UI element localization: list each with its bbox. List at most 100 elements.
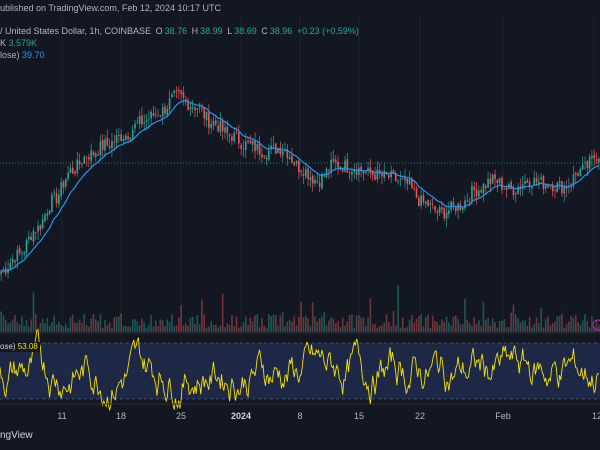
volume-bar xyxy=(570,316,572,332)
rsi-line xyxy=(0,329,600,411)
candle-body xyxy=(586,161,589,168)
volume-bar xyxy=(471,325,473,332)
candle-body xyxy=(475,189,478,197)
open-label: O xyxy=(155,26,163,36)
volume-bar xyxy=(358,315,360,332)
time-tick-label: 2024 xyxy=(230,411,252,421)
candle-body xyxy=(208,112,210,128)
candle-body xyxy=(270,145,272,150)
volume-bar xyxy=(459,324,462,332)
candle-body xyxy=(101,139,104,150)
volume-bar xyxy=(41,318,44,332)
volume-bar xyxy=(34,314,37,332)
volume-bar xyxy=(224,327,226,332)
footer-brand: ngView xyxy=(0,430,33,441)
candle-body xyxy=(115,135,118,143)
candle-body xyxy=(413,187,416,189)
settings-marker[interactable] xyxy=(592,319,600,331)
volume-bar xyxy=(394,325,397,332)
volume-bar xyxy=(175,325,178,332)
volume-bar xyxy=(332,318,335,332)
volume-bar xyxy=(138,325,141,332)
candle-body xyxy=(519,186,522,189)
volume-bar xyxy=(256,314,259,332)
candle-body xyxy=(498,178,501,183)
candle-body xyxy=(337,161,339,168)
candle-body xyxy=(316,181,319,183)
candle-body xyxy=(83,156,86,164)
rsi-label: ose) xyxy=(0,342,16,351)
volume-bar xyxy=(434,320,436,332)
candle-body xyxy=(175,89,178,91)
volume-bar xyxy=(238,327,240,332)
volume-bar xyxy=(572,317,575,332)
candle-body xyxy=(141,115,143,125)
candle-body xyxy=(46,213,49,216)
volume-bar xyxy=(531,327,533,332)
candle-body xyxy=(300,170,302,173)
candle-body xyxy=(164,106,166,114)
candle-body xyxy=(496,179,499,184)
candle-body xyxy=(32,230,35,242)
candle-body xyxy=(561,181,563,194)
volume-bar xyxy=(392,310,395,332)
candle-body xyxy=(431,203,434,205)
candle-body xyxy=(362,170,365,174)
time-tick-label: 22 xyxy=(414,411,426,421)
change-value: +0.23 (+0.59%) xyxy=(296,26,359,36)
volume-bar xyxy=(270,316,272,332)
volume-bar xyxy=(406,327,409,332)
candle-body xyxy=(563,186,566,194)
candle-body xyxy=(302,174,305,176)
volume-bar xyxy=(418,316,420,332)
candle-body xyxy=(74,171,76,174)
candle-body xyxy=(454,206,457,212)
volume-bar xyxy=(28,326,30,332)
candle-body xyxy=(551,184,554,192)
candle-body xyxy=(51,194,53,212)
volume-bar xyxy=(554,321,556,332)
volume-bar xyxy=(145,327,148,332)
volume-bar xyxy=(441,319,443,332)
candle-body xyxy=(397,181,399,183)
volume-bar xyxy=(136,321,139,332)
candle-body xyxy=(203,107,206,119)
volume-bar xyxy=(247,324,249,332)
open-value: 38.76 xyxy=(164,26,188,36)
candle-body xyxy=(224,127,226,133)
candle-body xyxy=(16,249,19,261)
volume-bar xyxy=(249,317,252,332)
volume-bar xyxy=(424,316,427,332)
volume-bar xyxy=(219,325,222,332)
candle-body xyxy=(71,167,74,174)
candle-body xyxy=(295,161,298,164)
volume-bar xyxy=(164,326,166,332)
close-label: C xyxy=(261,26,268,36)
candle-body xyxy=(18,248,21,254)
candle-body xyxy=(127,136,129,140)
symbol-line: / United States Dollar, 1h, COINBASE O 38… xyxy=(0,25,361,37)
candle-body xyxy=(531,186,533,189)
volume-bar xyxy=(171,314,173,332)
candle-body xyxy=(528,181,531,188)
volume-bar xyxy=(16,321,19,332)
candle-body xyxy=(97,154,99,156)
candle-body xyxy=(221,120,224,132)
candle-body xyxy=(484,185,487,188)
volume-bar xyxy=(378,326,381,332)
candle-body xyxy=(540,177,542,180)
candle-body xyxy=(258,144,261,155)
candle-body xyxy=(473,186,476,191)
volume-bar xyxy=(92,314,95,332)
volume-bar xyxy=(448,322,450,332)
candle-body xyxy=(438,207,441,213)
volume-bar xyxy=(83,314,86,332)
candle-body xyxy=(99,141,102,156)
candle-body xyxy=(505,187,508,190)
volume-bar xyxy=(360,317,362,332)
candle-body xyxy=(318,182,321,187)
candle-body xyxy=(579,168,582,177)
volume-bar xyxy=(194,323,196,332)
volume-bar xyxy=(314,316,316,332)
